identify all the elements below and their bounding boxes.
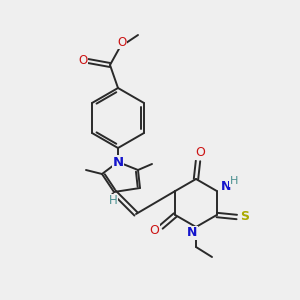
Text: N: N bbox=[187, 226, 197, 239]
Text: O: O bbox=[149, 224, 159, 238]
Text: S: S bbox=[240, 211, 249, 224]
Text: N: N bbox=[112, 155, 124, 169]
Text: O: O bbox=[195, 146, 205, 160]
Text: H: H bbox=[230, 176, 238, 186]
Text: H: H bbox=[109, 194, 117, 208]
Text: O: O bbox=[78, 53, 88, 67]
Text: N: N bbox=[220, 181, 231, 194]
Text: O: O bbox=[117, 35, 127, 49]
